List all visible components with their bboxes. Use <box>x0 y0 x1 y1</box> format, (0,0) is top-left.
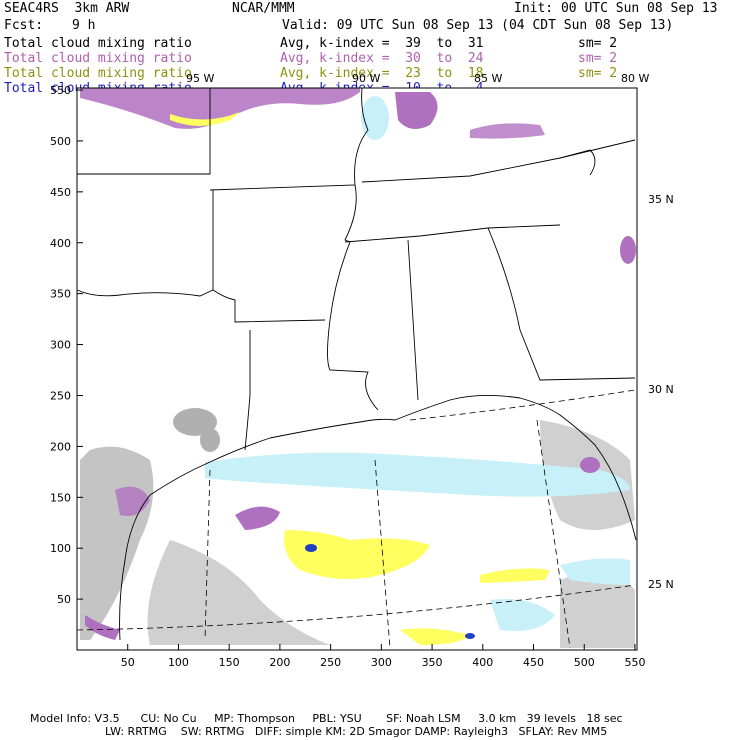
map-frame <box>76 87 638 651</box>
cloud-yellow-east <box>480 568 550 583</box>
cloud-purple-northeast <box>395 92 438 129</box>
cloud-gray <box>173 408 217 436</box>
lon-line <box>374 459 391 649</box>
lat-lon-grid <box>76 389 636 649</box>
cloud-purple-east2 <box>580 457 600 473</box>
cloud-purple-north <box>80 88 360 129</box>
lat-label: 25 N <box>648 578 674 591</box>
legend-avg: Avg, k-index = 23 to 18 <box>280 66 484 81</box>
state-border <box>407 239 419 401</box>
model-info-line: Model Info: V3.5 CU: No Cu MP: Thompson … <box>30 712 623 725</box>
state-border <box>361 139 636 183</box>
y-tick-label: 450 <box>50 186 71 199</box>
x-tick-label: 250 <box>320 656 341 669</box>
cloud-gray-southeast <box>560 572 635 648</box>
x-tick-label: 500 <box>574 656 595 669</box>
geography-lines <box>76 87 637 641</box>
forecast-hour: 9 h <box>72 18 96 33</box>
cloud-purple-gulf <box>235 506 280 530</box>
lon-label: 95 W <box>186 72 215 85</box>
x-tick-label: 350 <box>422 656 443 669</box>
legend-sm: sm= 2 <box>578 66 618 81</box>
state-border <box>76 289 121 297</box>
cloud-lightblue-band <box>205 452 630 497</box>
x-tick-label: 300 <box>371 656 392 669</box>
y-tick-label: 150 <box>50 491 71 504</box>
cloud-purple-east <box>470 123 545 139</box>
lat-line <box>409 389 636 421</box>
physics-info-line: LW: RRTMG SW: RRTMG DIFF: simple KM: 2D … <box>105 725 608 738</box>
lat-label: 35 N <box>648 193 674 206</box>
y-tick-label: 300 <box>50 339 71 352</box>
x-tick-label: 450 <box>523 656 544 669</box>
lon-line <box>536 419 571 649</box>
y-tick-label: 400 <box>50 237 71 250</box>
lon-line <box>204 469 211 641</box>
legend-label: Total cloud mixing ratio <box>4 51 192 66</box>
lat-label: 30 N <box>648 383 674 396</box>
cloud-yellow-south <box>400 628 470 645</box>
y-tick-label: 500 <box>50 135 71 148</box>
legend-avg: Avg, k-index = 39 to 31 <box>280 36 484 51</box>
y-tick-label: 350 <box>50 288 71 301</box>
x-tick-label: 150 <box>219 656 240 669</box>
x-axis: 50 100 150 200 250 300 350 400 450 500 550 <box>121 644 645 669</box>
x-tick-label: 550 <box>624 656 645 669</box>
cloud-fields <box>80 88 636 648</box>
lon-label: 80 W <box>621 72 650 85</box>
legend-label: Total cloud mixing ratio <box>4 36 192 51</box>
legend-sm: sm= 2 <box>578 51 618 66</box>
cloud-gray-south <box>147 540 330 645</box>
cloud-lightblue-south <box>490 599 555 631</box>
lon-label: 85 W <box>474 72 503 85</box>
x-tick-label: 200 <box>269 656 290 669</box>
y-tick-label: 250 <box>50 389 71 402</box>
y-tick-label: 200 <box>50 440 71 453</box>
cloud-darkblue-core <box>465 633 475 639</box>
state-border <box>209 87 369 191</box>
cloud-gray <box>200 428 220 452</box>
init-time: Init: 00 UTC Sun 08 Sep 13 <box>514 1 718 16</box>
state-border <box>77 88 211 175</box>
org-label: NCAR/MMM <box>232 1 295 16</box>
x-tick-label: 50 <box>121 656 135 669</box>
forecast-label: Fcst: <box>4 18 44 33</box>
cloud-purple-edge <box>620 236 636 264</box>
state-border <box>344 224 561 243</box>
cloud-purple-southwest <box>85 615 120 640</box>
y-tick-label: 100 <box>50 542 71 555</box>
valid-time: Valid: 09 UTC Sun 08 Sep 13 (04 CDT Sun … <box>282 18 674 33</box>
legend-sm: sm= 2 <box>578 36 618 51</box>
legend-label: Total cloud mixing ratio <box>4 66 192 81</box>
x-tick-label: 100 <box>168 656 189 669</box>
state-border <box>212 190 326 323</box>
lon-label: 90 W <box>352 72 381 85</box>
cloud-yellow-north <box>170 112 240 126</box>
state-border <box>559 149 596 176</box>
state-border <box>487 227 636 381</box>
model-title: SEAC4RS 3km ARW <box>4 1 130 16</box>
state-border <box>327 319 379 411</box>
y-tick-label: 550 <box>50 84 71 97</box>
x-tick-label: 400 <box>472 656 493 669</box>
cloud-darkblue-core <box>305 544 317 552</box>
y-axis: 50 100 150 200 250 300 350 400 450 500 550 <box>50 84 83 606</box>
coastline <box>119 394 637 641</box>
legend-avg: Avg, k-index = 30 to 24 <box>280 51 484 66</box>
lat-line <box>76 584 636 631</box>
state-border <box>119 289 214 297</box>
cloud-lightblue-east <box>560 558 630 585</box>
state-border <box>244 330 251 451</box>
cloud-yellow-gulf <box>284 530 430 579</box>
y-tick-label: 50 <box>57 593 71 606</box>
